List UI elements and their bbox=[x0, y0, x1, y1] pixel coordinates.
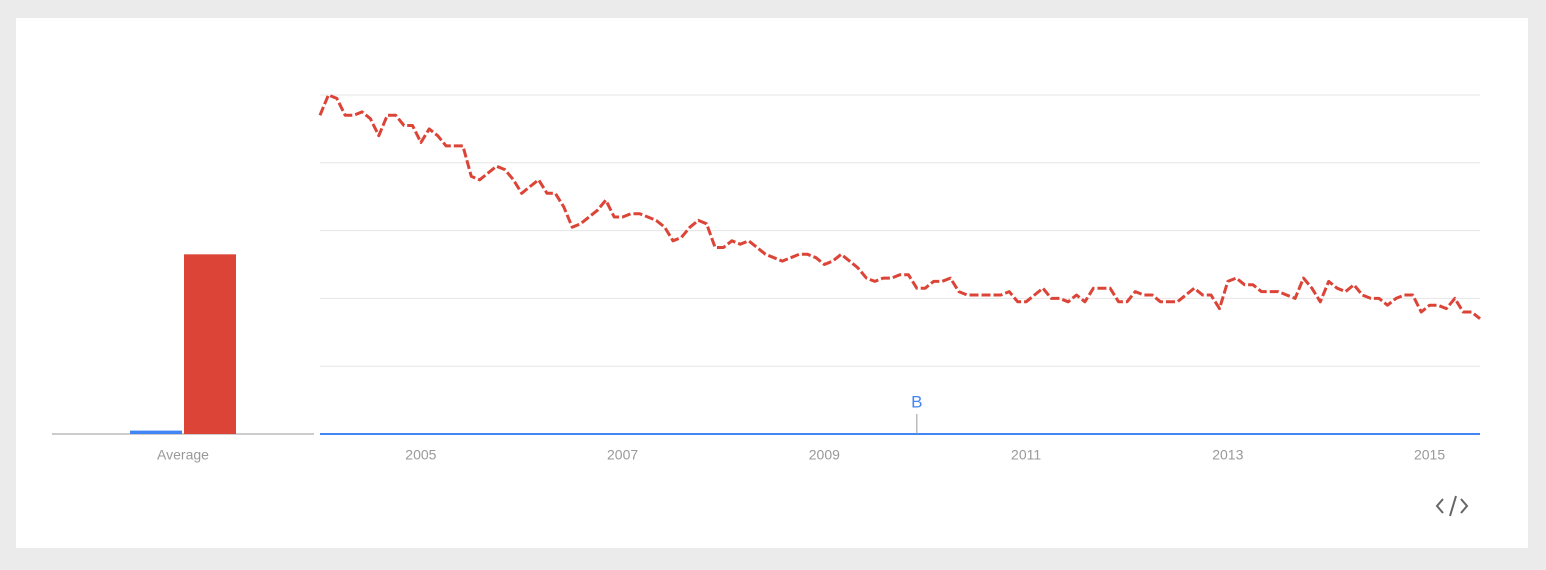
card bbox=[16, 18, 1528, 548]
annotation-label: B bbox=[911, 392, 922, 411]
x-tick-label: 2013 bbox=[1212, 447, 1243, 463]
x-tick-label: 2015 bbox=[1414, 447, 1445, 463]
x-tick-label: 2007 bbox=[607, 447, 638, 463]
x-tick-label: 2011 bbox=[1011, 447, 1041, 463]
bar bbox=[130, 430, 182, 434]
x-tick-label: 2009 bbox=[809, 447, 840, 463]
embed-icon[interactable] bbox=[1435, 495, 1469, 517]
x-tick-label: 2005 bbox=[405, 447, 436, 463]
x-tick-label: Average bbox=[157, 447, 209, 463]
line-series bbox=[318, 93, 1481, 320]
bar bbox=[184, 254, 236, 434]
